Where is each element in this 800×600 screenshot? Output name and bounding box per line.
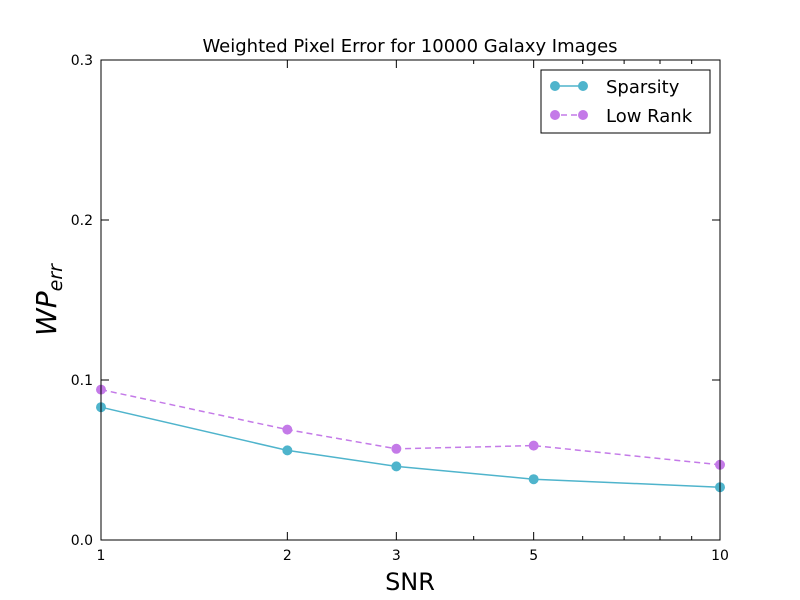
y-tick-label: 0.2 <box>71 213 93 229</box>
x-axis-label: SNR <box>385 568 435 596</box>
x-tick-label: 3 <box>392 548 401 564</box>
data-point-sparsity <box>528 474 539 485</box>
data-point-low-rank <box>282 424 293 435</box>
chart-title: Weighted Pixel Error for 10000 Galaxy Im… <box>202 36 617 57</box>
data-point-sparsity <box>282 445 293 456</box>
x-tick-label: 2 <box>283 548 292 564</box>
plot-area <box>101 60 720 540</box>
legend-marker-low-rank <box>578 110 588 120</box>
legend-box <box>540 69 711 134</box>
y-axis-label-sub: err <box>45 263 67 292</box>
x-tick-label: 5 <box>529 548 538 564</box>
legend: Sparsity Low Rank <box>540 69 711 134</box>
y-tick-label: 0.1 <box>71 373 93 389</box>
y-tick-label: 0.0 <box>71 533 93 549</box>
y-axis-label: WPerr <box>30 263 67 336</box>
y-axis-label-base: WP <box>30 291 63 336</box>
plot-frame <box>100 59 721 541</box>
x-minor-ticks <box>473 60 693 540</box>
data-point-low-rank <box>391 443 402 454</box>
legend-marker-sparsity <box>578 81 588 91</box>
legend-label-sparsity: Sparsity <box>606 77 680 98</box>
legend-marker-low-rank <box>550 110 560 120</box>
data-point-low-rank <box>528 440 539 451</box>
legend-marker-sparsity <box>550 81 560 91</box>
legend-label-low-rank: Low Rank <box>606 106 693 127</box>
x-tick-label: 1 <box>97 548 106 564</box>
y-tick-label: 0.3 <box>71 53 93 69</box>
data-point-sparsity <box>391 461 402 472</box>
x-tick-label: 10 <box>711 548 729 564</box>
